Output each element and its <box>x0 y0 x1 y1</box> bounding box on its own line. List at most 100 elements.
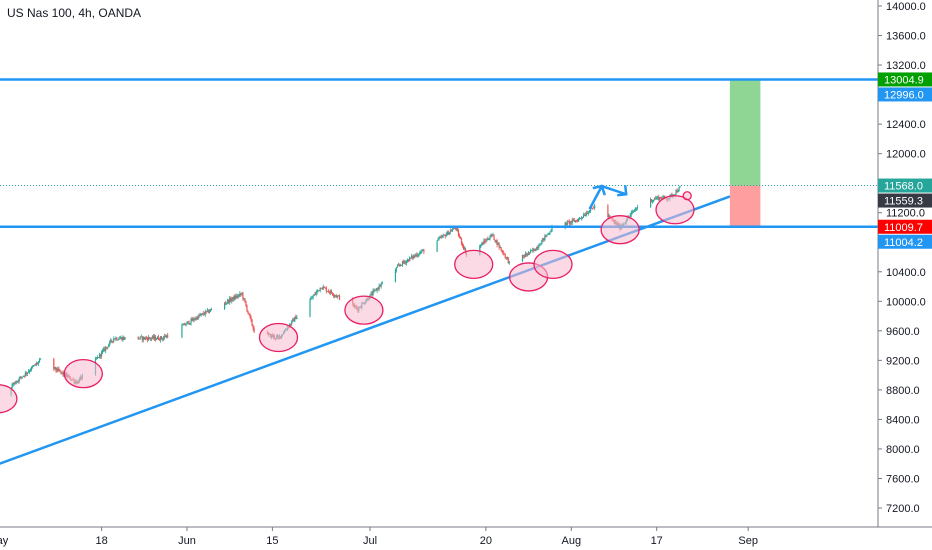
candle-body <box>632 211 634 213</box>
candle-body <box>317 290 319 291</box>
touch-circle[interactable] <box>655 195 695 225</box>
candle-body <box>167 335 169 338</box>
candle-body <box>607 205 609 217</box>
candle-body <box>108 344 110 348</box>
candle-body <box>664 196 666 198</box>
candle-body <box>544 235 546 240</box>
candle-body <box>630 212 632 215</box>
candle-body <box>119 338 121 340</box>
candle-body <box>446 231 448 235</box>
candle-body <box>157 336 160 340</box>
candle-body <box>338 295 341 300</box>
candle-body <box>144 337 146 340</box>
candle-body <box>163 337 165 340</box>
profit-zone <box>729 79 761 186</box>
candle-body <box>206 309 208 312</box>
candle-body <box>505 257 507 258</box>
candle-body <box>439 236 441 238</box>
candle-body <box>31 366 34 368</box>
candle-body <box>376 288 378 291</box>
candle-body <box>200 313 202 315</box>
candle-body <box>575 220 577 222</box>
time-tick-label: Jun <box>178 535 196 547</box>
touch-circle[interactable] <box>258 322 299 353</box>
candle-body <box>27 371 29 373</box>
candle-body <box>543 237 545 240</box>
candle-body <box>209 309 211 312</box>
candle-body <box>154 336 157 340</box>
price-badge-label: 13004.9 <box>884 74 924 86</box>
price-tick-label: 14000.0 <box>886 1 926 13</box>
candle-body <box>104 348 106 351</box>
candle-body <box>532 250 534 251</box>
candle-body <box>141 336 143 340</box>
candle-body <box>675 190 677 195</box>
candle-body <box>327 291 329 292</box>
candle-body <box>35 363 38 365</box>
candle-body <box>199 314 201 316</box>
candle-body <box>37 361 40 364</box>
candle-body <box>483 240 485 245</box>
candle-body <box>228 299 230 303</box>
candle-body <box>529 252 531 254</box>
price-tick-label: 12000.0 <box>886 149 926 161</box>
candle-body <box>186 322 188 325</box>
candle-body <box>227 299 229 303</box>
price-tick-label: 9200.0 <box>886 355 920 367</box>
candle-body <box>103 348 105 351</box>
candle-body <box>525 253 528 255</box>
candle-body <box>203 314 205 316</box>
candle-body <box>114 338 116 340</box>
candle-body <box>234 296 236 300</box>
candle-body <box>23 375 25 377</box>
candle-body <box>401 261 404 266</box>
candle-body <box>323 286 325 288</box>
candle-body <box>13 382 15 385</box>
candle-body <box>240 293 242 295</box>
candle-body <box>451 229 453 232</box>
candle-body <box>251 319 253 326</box>
candle-body <box>95 358 98 360</box>
candle-body <box>159 336 162 341</box>
candle-body <box>329 290 331 293</box>
candle-body <box>313 294 315 297</box>
candle-body <box>243 298 245 300</box>
candle-body <box>421 250 423 253</box>
candle-body <box>25 372 27 374</box>
candle-body <box>498 243 500 248</box>
candle-body <box>36 363 39 364</box>
candle-body <box>551 227 553 232</box>
candle-body <box>585 213 588 215</box>
candle-body <box>573 220 575 222</box>
candle-body <box>333 295 336 297</box>
touch-circle[interactable] <box>533 249 573 280</box>
touch-circle[interactable] <box>682 191 692 201</box>
trendline[interactable] <box>0 195 731 484</box>
touch-circle[interactable] <box>344 295 384 325</box>
candle-body <box>570 221 572 223</box>
candle-body <box>679 186 681 188</box>
candle-body <box>413 255 415 259</box>
time-tick-label: 18 <box>95 535 107 547</box>
candle-body <box>102 350 104 352</box>
touch-circle[interactable] <box>63 358 103 389</box>
candle-body <box>460 238 463 244</box>
candle-body <box>492 234 494 236</box>
candle-body <box>540 244 542 246</box>
candle-body <box>409 257 411 262</box>
candle-body <box>309 299 311 317</box>
candle-body <box>33 364 36 366</box>
touch-circle[interactable] <box>0 384 18 414</box>
candle-body <box>123 337 125 340</box>
touch-circle[interactable] <box>454 249 494 280</box>
candle-body <box>497 243 499 246</box>
candle-body <box>548 233 550 235</box>
touch-circle[interactable] <box>600 215 640 245</box>
candle-body <box>485 241 487 242</box>
price-badge-bg <box>878 87 932 102</box>
candle-body <box>503 254 505 255</box>
candle-body <box>232 296 234 300</box>
candle-body <box>208 311 210 313</box>
price-tick-label: 8000.0 <box>886 444 920 456</box>
